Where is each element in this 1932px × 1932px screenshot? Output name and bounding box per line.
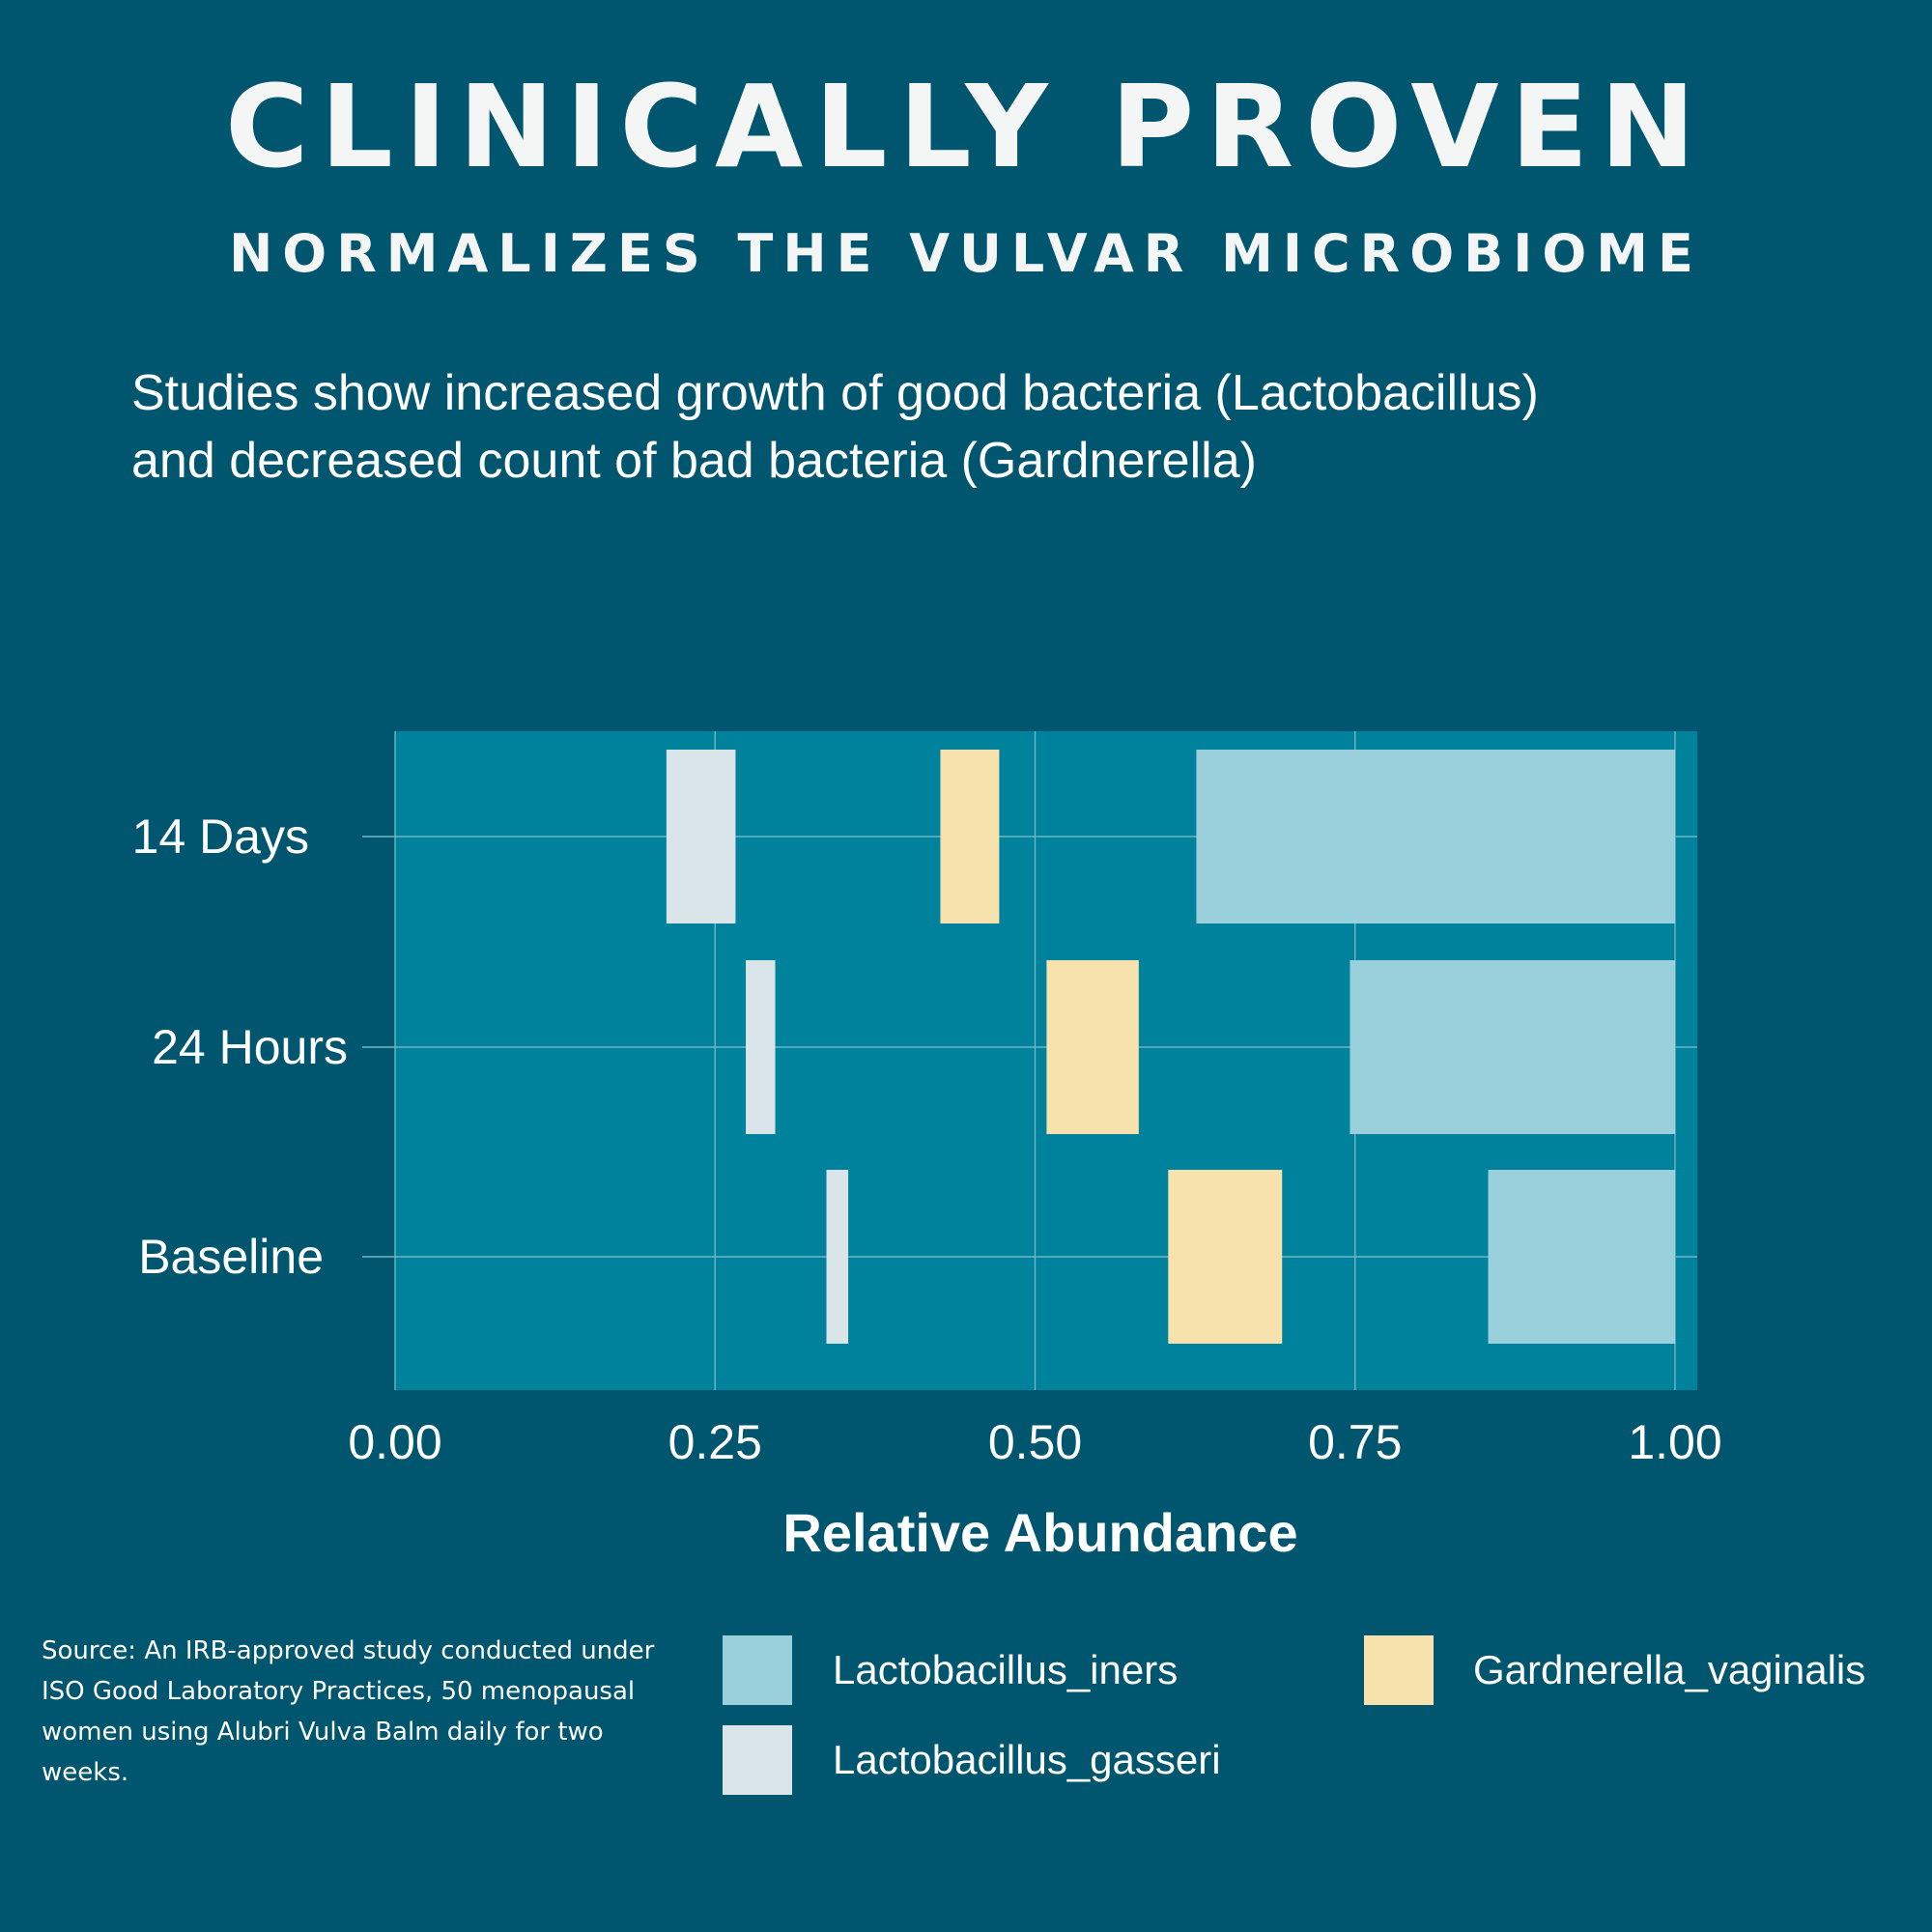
y-tick-label-0: 14 Days — [132, 810, 309, 864]
bar-lactobacillus-iners-24-hours — [1350, 960, 1675, 1134]
x-tick-label-2: 0.50 — [988, 1415, 1082, 1469]
y-tick-label-1: 24 Hours — [152, 1020, 348, 1074]
x-axis-title: Relative Abundance — [782, 1502, 1297, 1563]
description-line-2: and decreased count of bad bacteria (Gar… — [131, 433, 1257, 489]
page-title: CLINICALLY PROVEN — [225, 60, 1707, 193]
x-tick-label-3: 0.75 — [1308, 1415, 1402, 1469]
bar-gardnerella-vaginalis-baseline — [1168, 1170, 1283, 1344]
x-tick-label-1: 0.25 — [668, 1415, 762, 1469]
x-tick-label-0: 0.00 — [348, 1415, 441, 1469]
bar-lactobacillus-gasseri-24-hours — [746, 960, 776, 1134]
y-axis-ticks: 14 Days 24 Hours Baseline — [132, 810, 395, 1284]
legend-label-lactobacillus-iners: Lactobacillus_iners — [833, 1647, 1179, 1692]
y-tick-label-2: Baseline — [138, 1230, 324, 1284]
x-axis-ticks: 0.00 0.25 0.50 0.75 1.00 — [348, 1415, 1721, 1469]
bar-gardnerella-vaginalis-14-days — [940, 750, 1000, 923]
legend-label-gardnerella-vaginalis: Gardnerella_vaginalis — [1473, 1647, 1866, 1692]
description-line-1: Studies show increased growth of good ba… — [131, 365, 1539, 421]
legend-swatch-lactobacillus-gasseri — [723, 1725, 792, 1795]
legend-swatch-lactobacillus-iners — [723, 1635, 792, 1705]
study-description: Studies show increased growth of good ba… — [131, 359, 1909, 495]
legend-label-lactobacillus-gasseri: Lactobacillus_gasseri — [833, 1737, 1221, 1782]
bars — [666, 750, 1675, 1344]
relative-abundance-chart: 14 Days 24 Hours Baseline 0.00 0.25 0.50 0.75… — [132, 731, 1722, 1563]
bar-lactobacillus-iners-14-days — [1196, 750, 1675, 923]
legend-swatch-gardnerella-vaginalis — [1364, 1635, 1434, 1705]
bar-lactobacillus-gasseri-14-days — [666, 750, 736, 923]
source-note: Source: An IRB-approved study conducted … — [42, 1636, 655, 1787]
bar-lactobacillus-gasseri-baseline — [826, 1170, 849, 1344]
x-tick-label-4: 1.00 — [1628, 1415, 1721, 1469]
page-subtitle: NORMALIZES THE VULVAR MICROBIOME — [229, 223, 1703, 284]
bar-lactobacillus-iners-baseline — [1488, 1170, 1675, 1344]
bar-gardnerella-vaginalis-24-hours — [1046, 960, 1139, 1134]
